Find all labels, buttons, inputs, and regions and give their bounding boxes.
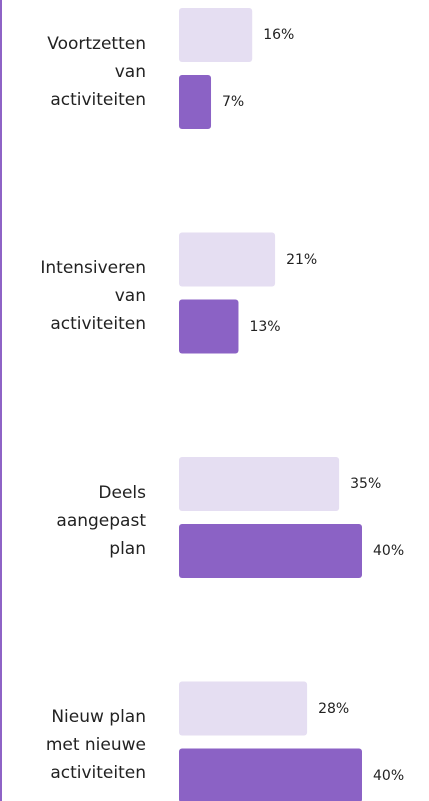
value-label: 7% <box>222 94 245 110</box>
category-label: Intensiveren van activiteiten <box>40 258 146 334</box>
bar <box>179 524 362 578</box>
bar <box>179 8 253 62</box>
value-label: 21% <box>286 251 318 268</box>
bar <box>179 681 308 736</box>
bar <box>179 232 276 287</box>
value-label: 35% <box>350 476 382 492</box>
category-label: Deels aangepast plan <box>56 482 146 559</box>
axis-line <box>0 0 2 801</box>
value-label: 40% <box>373 767 405 784</box>
value-label: 16% <box>263 27 295 43</box>
bar <box>179 299 239 354</box>
bar <box>179 75 212 129</box>
value-label: 40% <box>373 543 405 559</box>
value-label: 28% <box>318 700 350 717</box>
bar <box>179 457 340 511</box>
bar <box>179 748 362 801</box>
category-label: Voortzetten van activiteiten <box>47 33 146 110</box>
value-label: 13% <box>249 318 281 335</box>
category-label: Nieuw plan met nieuwe activiteiten <box>45 707 146 783</box>
